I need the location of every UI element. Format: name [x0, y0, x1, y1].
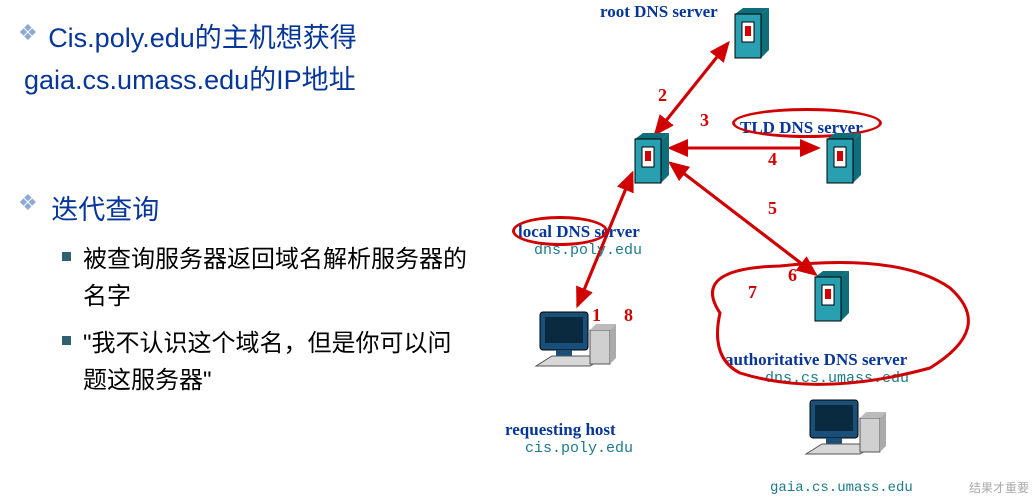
step-number-1: 1 — [592, 305, 601, 326]
step-number-2: 2 — [658, 85, 667, 106]
diamond-bullet-icon: ❖ — [18, 20, 38, 46]
computer-icon — [804, 396, 894, 470]
title-line-1: Cis.poly.edu的主机想获得 — [48, 23, 357, 53]
list-item: 被查询服务器返回域名解析服务器的名字 — [62, 241, 468, 315]
section-heading: 迭代查询 — [51, 195, 159, 225]
step-number-7: 7 — [748, 282, 757, 303]
server-icon — [731, 6, 775, 66]
label-req1: requesting host — [505, 420, 616, 440]
dns-diagram: root DNS server TLD DNS server local DNS… — [470, 0, 1035, 500]
square-bullet-icon — [62, 336, 71, 345]
label-root: root DNS server — [600, 2, 718, 22]
circled-local — [512, 216, 608, 246]
label-gaia: gaia.cs.umass.edu — [770, 480, 913, 496]
label-req2: cis.poly.edu — [525, 440, 633, 457]
computer-icon — [534, 308, 624, 382]
list-item: "我不认识这个域名，但是你可以问题这服务器" — [62, 325, 468, 399]
sub-item-2: "我不认识这个域名，但是你可以问题这服务器" — [83, 325, 468, 399]
title-line-2: gaia.cs.umass.edu的IP地址 — [24, 65, 356, 95]
watermark: 结果才重要 — [969, 479, 1029, 496]
sub-item-1: 被查询服务器返回域名解析服务器的名字 — [83, 241, 468, 315]
square-bullet-icon — [62, 252, 71, 261]
title-line: Cis.poly.edu的主机想获得 gaia.cs.umass.edu的IP地… — [18, 23, 357, 95]
step-number-4: 4 — [768, 149, 777, 170]
server-icon — [823, 131, 867, 191]
server-icon — [631, 131, 675, 191]
step-number-6: 6 — [788, 265, 797, 286]
diamond-bullet-icon: ❖ — [18, 190, 38, 216]
step-number-3: 3 — [700, 110, 709, 131]
server-icon — [811, 269, 855, 329]
step-number-8: 8 — [624, 305, 633, 326]
step-number-5: 5 — [768, 198, 777, 219]
